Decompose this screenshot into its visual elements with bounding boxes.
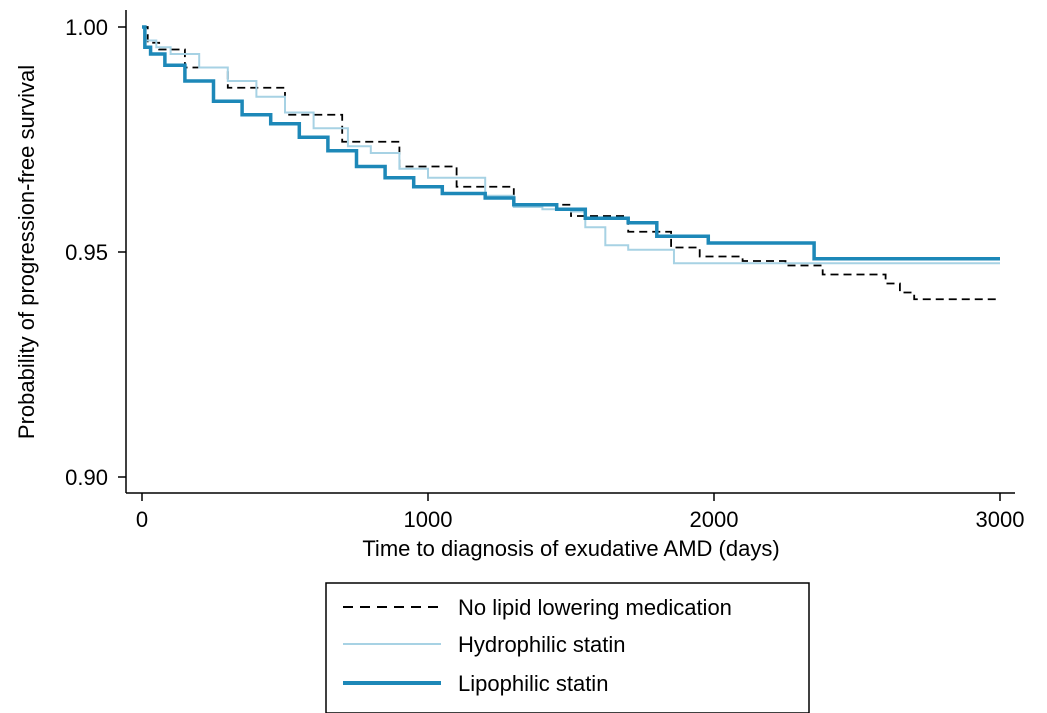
x-tick-label: 0 [136,507,148,532]
x-tick-label: 3000 [976,507,1025,532]
legend-label-lipophilic: Lipophilic statin [458,671,608,696]
y-tick-label: 0.90 [65,465,108,490]
y-axis-title: Probability of progression-free survival [14,65,39,439]
x-tick-label: 2000 [690,507,739,532]
legend-box [325,582,810,713]
x-axis-title: Time to diagnosis of exudative AMD (days… [362,536,779,561]
legend-label-no-lipid: No lipid lowering medication [458,595,732,620]
legend: No lipid lowering medication Hydrophilic… [325,582,810,713]
x-tick-label: 1000 [404,507,453,532]
y-tick-label: 1.00 [65,15,108,40]
series-layer [142,25,1000,301]
y-tick-label: 0.95 [65,240,108,265]
x-ticks: 0 1000 2000 3000 [136,493,1025,532]
series-hydrophilic-line [142,26,1000,265]
y-ticks: 0.90 0.95 1.00 [65,15,126,490]
series-lipophilic-line [142,25,1000,261]
legend-label-hydrophilic: Hydrophilic statin [458,632,626,657]
